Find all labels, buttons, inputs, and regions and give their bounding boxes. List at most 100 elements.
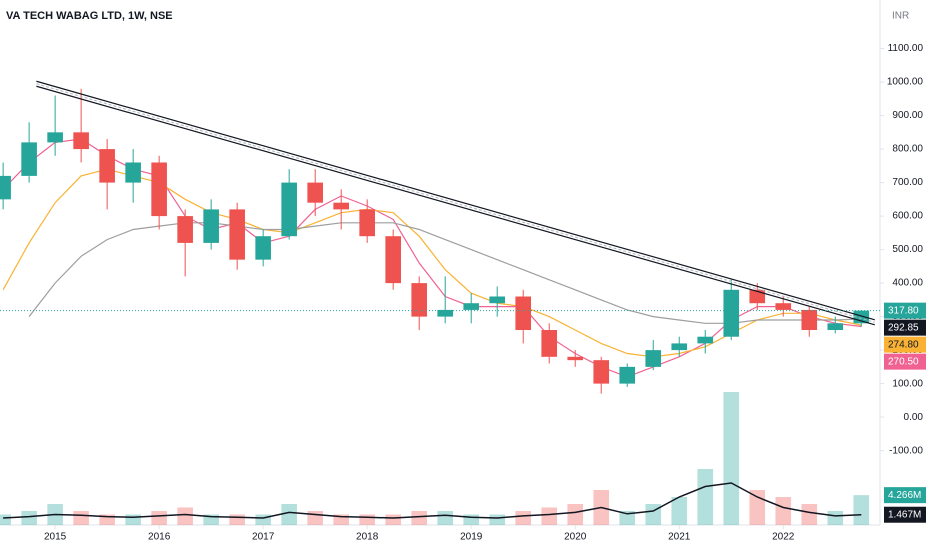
candle-body: [671, 343, 688, 351]
candle-body: [73, 132, 89, 150]
y-tick-label: -100.00: [889, 445, 923, 456]
price-tag: [884, 302, 926, 319]
candle-body: [307, 182, 323, 203]
price-tag: [884, 353, 926, 370]
price-tag: [884, 487, 926, 504]
volume-bar: [775, 497, 792, 525]
volume-bar: [151, 511, 167, 525]
y-tick-label: 100.00: [892, 378, 923, 389]
price-tag-label: 274.80: [888, 339, 919, 350]
y-tick-label: 400.00: [892, 278, 923, 289]
ma-line: [2, 138, 862, 378]
volume-bar: [827, 511, 844, 525]
candle-body: [99, 149, 115, 183]
volume-bar: [567, 504, 584, 525]
ma-line: [2, 168, 862, 358]
x-tick-label: 2018: [356, 532, 379, 543]
volume-bar: [619, 511, 636, 525]
volume-bar: [463, 514, 480, 525]
x-tick-label: 2015: [44, 532, 67, 543]
candle-body: [593, 360, 610, 384]
price-tag: [884, 319, 926, 336]
y-tick-label: 600.00: [892, 211, 923, 222]
volume-bar: [515, 511, 532, 525]
volume-bar: [177, 507, 193, 525]
volume-bar: [255, 514, 271, 525]
volume-bar: [697, 469, 714, 525]
volume-bar: [385, 514, 401, 525]
volume-bar: [437, 511, 454, 525]
candle-body: [47, 132, 63, 143]
candle-body: [255, 236, 271, 260]
candle-body: [489, 296, 506, 304]
volume-bar: [203, 514, 219, 525]
candle-body: [151, 162, 167, 217]
volume-bar: [723, 392, 740, 525]
volume-bar: [281, 504, 297, 525]
candle-body: [697, 336, 714, 344]
candle-body: [645, 350, 662, 367]
candle-body: [281, 182, 297, 237]
candle-body: [125, 162, 141, 183]
candle-body: [385, 236, 401, 284]
volume-ma-line: [3, 482, 862, 519]
x-tick-label: 2021: [668, 532, 691, 543]
candle-body: [21, 142, 37, 176]
volume-bar: [489, 514, 506, 525]
trendline: [36, 85, 875, 326]
volume-bar: [541, 507, 558, 525]
volume-bar: [411, 511, 427, 525]
y-tick-label: 800.00: [892, 144, 923, 155]
volume-bar: [73, 511, 89, 525]
candle-body: [203, 209, 219, 243]
candle-body: [567, 356, 584, 361]
ma-line: [28, 222, 862, 324]
candle-body: [541, 330, 558, 357]
price-tag-label: 4.266M: [888, 490, 921, 501]
x-tick-label: 2016: [148, 532, 171, 543]
volume-bar: [645, 504, 662, 525]
y-tick-label: 1100.00: [888, 43, 924, 54]
volume-bar: [229, 514, 245, 525]
candle-body: [515, 296, 532, 331]
x-tick-label: 2022: [772, 532, 795, 543]
volume-bar: [749, 490, 766, 525]
volume-bar: [359, 514, 375, 525]
candle-body: [177, 216, 193, 243]
price-tag: [884, 336, 926, 353]
volume-bar: [801, 504, 818, 525]
volume-bar: [307, 511, 323, 525]
price-tag-label: 1.467M: [888, 509, 921, 520]
volume-bar: [99, 514, 115, 525]
candle-body: [333, 202, 349, 210]
price-tag-label: 292.85: [888, 322, 919, 333]
x-tick-label: 2017: [252, 532, 275, 543]
candle-body: [619, 366, 636, 384]
trendline-center: [36, 83, 875, 323]
price-tag: [884, 506, 926, 523]
volume-bar: [333, 514, 349, 525]
candle-body: [359, 209, 375, 237]
price-tag-label: 317.80: [888, 305, 919, 316]
candle-body: [411, 283, 427, 317]
y-tick-label: 900.00: [892, 110, 923, 121]
y-tick-label: 0.00: [904, 412, 924, 423]
price-tag-label: 270.50: [888, 356, 919, 367]
x-tick-label: 2020: [564, 532, 587, 543]
candle-body: [0, 175, 11, 200]
candle-body: [229, 209, 245, 260]
candle-body: [463, 303, 480, 310]
candle-body: [801, 309, 818, 331]
candle-body: [437, 309, 454, 317]
chart-title: VA TECH WABAG LTD, 1W, NSE: [6, 10, 173, 22]
candle-body: [749, 289, 766, 304]
x-tick-label: 2019: [460, 532, 483, 543]
currency: INR: [892, 11, 909, 22]
candle-body: [827, 323, 844, 331]
volume-bar: [853, 495, 870, 525]
volume-bar: [671, 497, 688, 525]
candle-body: [723, 289, 740, 337]
volume-bar: [125, 514, 141, 525]
